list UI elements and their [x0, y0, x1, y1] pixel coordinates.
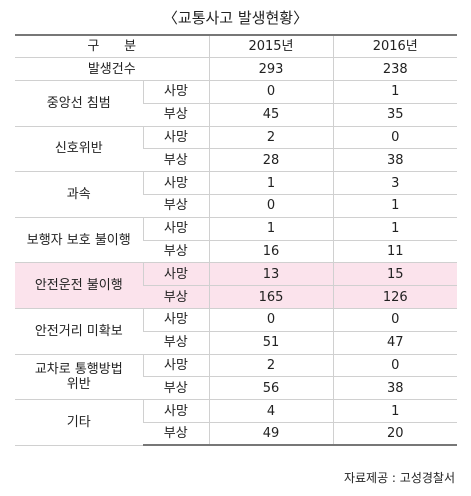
casualty-type: 부상 — [143, 194, 209, 218]
value-2015: 49 — [208, 422, 333, 447]
value-2016: 47 — [332, 331, 457, 355]
accident-stats-table: 구 분 2015년 2016년 발생건수 293 238 중앙선 침범 사망 0 1 부… — [15, 34, 457, 447]
value-2016: 38 — [332, 376, 457, 401]
value-2015: 56 — [208, 376, 333, 401]
table-row: 부상 49 20 — [15, 422, 457, 447]
category-label: 과속 — [15, 171, 143, 218]
table-row: 부상 56 38 — [15, 376, 457, 401]
table-row: 기타 사망 4 1 — [15, 399, 457, 446]
value-2015: 28 — [208, 148, 333, 173]
casualty-type: 부상 — [143, 376, 209, 401]
casualty-type: 부상 — [143, 240, 209, 264]
value-2016: 1 — [332, 194, 457, 218]
casualty-type: 사망 — [142, 399, 209, 424]
category-label: 기타 — [15, 399, 143, 446]
casualty-type: 사망 — [142, 308, 209, 332]
value-2015: 4 — [208, 399, 333, 424]
table-row: 부상 45 35 — [15, 103, 457, 127]
value-2015: 2 — [208, 354, 333, 378]
table-row: 안전거리 미확보 사망 0 0 — [15, 308, 457, 355]
table-row: 부상 165 126 — [15, 285, 457, 310]
casualty-type: 사망 — [142, 217, 209, 241]
category-label: 중앙선 침범 — [15, 80, 143, 127]
table-row: 부상 51 47 — [15, 331, 457, 355]
value-2016: 11 — [332, 240, 457, 264]
year-header-2016: 2016년 — [332, 34, 457, 59]
value-2015: 45 — [208, 103, 333, 127]
casualty-type: 사망 — [142, 126, 209, 150]
value-2015: 1 — [208, 171, 333, 196]
source-credit: 자료제공 : 고성경찰서 — [343, 471, 455, 485]
page-title: 〈교통사고 발생현황〉 — [162, 9, 309, 27]
table-row: 부상 0 1 — [15, 194, 457, 218]
total-label: 발생건수 — [15, 57, 209, 82]
casualty-type: 사망 — [142, 354, 209, 378]
table-row: 교차로 통행방법 위반 사망 2 0 — [15, 354, 457, 401]
value-2016: 126 — [332, 285, 457, 310]
total-2016: 238 — [332, 57, 457, 82]
value-2015: 0 — [208, 308, 333, 332]
category-label: 안전운전 불이행 — [15, 262, 143, 310]
table-row: 신호위반 사망 2 0 — [15, 126, 457, 173]
value-2016: 0 — [332, 308, 457, 332]
table-row: 중앙선 침범 사망 0 1 — [15, 80, 457, 127]
value-2015: 16 — [208, 240, 333, 264]
table-row: 보행자 보호 불이행 사망 1 1 — [15, 217, 457, 264]
value-2016: 20 — [332, 422, 457, 447]
category-label: 교차로 통행방법 위반 — [15, 354, 143, 401]
value-2016: 1 — [332, 217, 457, 241]
casualty-type: 사망 — [142, 80, 209, 104]
value-2016: 38 — [332, 148, 457, 173]
total-2015: 293 — [208, 57, 333, 82]
value-2016: 0 — [332, 354, 457, 378]
value-2016: 1 — [332, 80, 457, 104]
value-2015: 165 — [208, 285, 333, 310]
value-2015: 51 — [208, 331, 333, 355]
value-2015: 0 — [208, 194, 333, 218]
value-2015: 2 — [208, 126, 333, 150]
value-2015: 0 — [208, 80, 333, 104]
category-label: 안전거리 미확보 — [15, 308, 143, 355]
year-header-2015: 2015년 — [208, 34, 333, 59]
value-2016: 15 — [332, 262, 457, 287]
value-2016: 3 — [332, 171, 457, 196]
value-2015: 13 — [208, 262, 333, 287]
table-row: 과속 사망 1 3 — [15, 171, 457, 218]
casualty-type: 부상 — [143, 148, 209, 173]
casualty-type: 부상 — [143, 285, 209, 310]
table-row: 부상 28 38 — [15, 148, 457, 173]
value-2016: 35 — [332, 103, 457, 127]
header-row: 구 분 2015년 2016년 — [15, 34, 457, 59]
value-2016: 0 — [332, 126, 457, 150]
category-label: 신호위반 — [15, 126, 143, 173]
table-body: 구 분 2015년 2016년 발생건수 293 238 중앙선 침범 사망 0 1 부… — [15, 34, 457, 447]
value-2016: 1 — [332, 399, 457, 424]
casualty-type: 사망 — [142, 262, 209, 287]
category-label: 보행자 보호 불이행 — [15, 217, 143, 264]
value-2015: 1 — [208, 217, 333, 241]
table-row: 안전운전 불이행 사망 13 15 — [15, 262, 457, 310]
division-header: 구 분 — [15, 34, 209, 59]
table-row: 부상 16 11 — [15, 240, 457, 264]
casualty-type: 부상 — [143, 103, 209, 127]
casualty-type: 부상 — [143, 331, 209, 355]
casualty-type: 부상 — [143, 422, 209, 447]
casualty-type: 사망 — [142, 171, 209, 196]
total-row: 발생건수 293 238 — [15, 57, 457, 82]
